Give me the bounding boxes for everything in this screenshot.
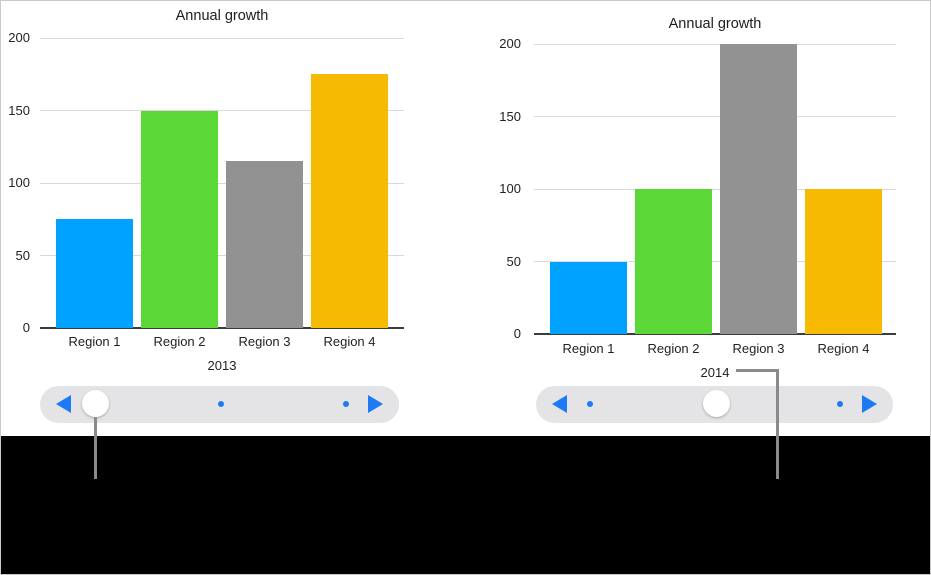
bar-region-1 bbox=[550, 261, 627, 334]
y-tick-label: 150 bbox=[8, 102, 30, 118]
gridline bbox=[534, 188, 896, 190]
y-tick-label: 100 bbox=[499, 181, 521, 196]
year-position-dot-icon bbox=[343, 401, 349, 407]
x-tick-label: Region 3 bbox=[732, 341, 785, 356]
bar-region-4 bbox=[805, 189, 882, 334]
bar-chart-2013: Annual growth Region 1 Region 2 Region 3 Re… bbox=[1, 1, 433, 383]
x-tick-label: Region 2 bbox=[647, 341, 700, 356]
x-tick-label: Region 4 bbox=[817, 341, 870, 356]
footer-black-band bbox=[1, 436, 930, 574]
year-label: 2013 bbox=[207, 358, 237, 373]
previous-year-arrow-icon[interactable] bbox=[552, 395, 567, 413]
gridline bbox=[534, 261, 896, 262]
bar-region-3 bbox=[720, 44, 797, 334]
y-tick-label: 0 bbox=[22, 320, 30, 335]
bar-region-2 bbox=[635, 189, 712, 334]
previous-year-arrow-icon[interactable] bbox=[56, 395, 71, 413]
x-tick-label: Region 2 bbox=[153, 334, 206, 349]
callout-line-right-vertical bbox=[776, 369, 779, 479]
x-axis-line bbox=[534, 333, 896, 335]
y-tick-label: 0 bbox=[513, 326, 521, 341]
gridline bbox=[534, 116, 896, 117]
year-scrubber-2014-knob[interactable] bbox=[702, 390, 730, 417]
y-tick-label: 50 bbox=[506, 253, 521, 269]
plot-area: Region 1 Region 2 Region 3 Region 4 bbox=[534, 43, 896, 356]
bar-region-2 bbox=[141, 110, 218, 328]
bar-region-4 bbox=[311, 74, 388, 328]
gridline bbox=[40, 110, 404, 111]
next-year-arrow-icon[interactable] bbox=[862, 395, 877, 413]
x-axis-line bbox=[40, 327, 404, 329]
gridline bbox=[40, 37, 404, 39]
plot-area: Region 1 Region 2 Region 3 Region 4 bbox=[40, 37, 404, 349]
bar-chart-2014: Annual growth Region 1 Region 2 Region 3 Re… bbox=[495, 1, 930, 383]
year-position-dot-icon bbox=[587, 401, 593, 407]
gridline bbox=[40, 255, 404, 256]
y-tick-label: 150 bbox=[499, 108, 521, 124]
bar-region-1 bbox=[56, 219, 133, 328]
year-position-dot-icon bbox=[218, 401, 224, 407]
y-tick-label: 50 bbox=[15, 247, 30, 263]
gridline bbox=[534, 43, 896, 45]
callout-line-right-horizontal bbox=[736, 369, 779, 372]
y-tick-label: 200 bbox=[499, 36, 521, 51]
x-tick-label: Region 3 bbox=[238, 334, 291, 349]
year-position-dot-icon bbox=[837, 401, 843, 407]
y-tick-label: 200 bbox=[8, 30, 30, 45]
year-scrubber-2013-knob[interactable] bbox=[81, 390, 109, 417]
next-year-arrow-icon[interactable] bbox=[368, 395, 383, 413]
callout-line-left-vertical bbox=[94, 417, 97, 479]
y-tick-label: 100 bbox=[8, 175, 30, 190]
chart-title: Annual growth bbox=[175, 8, 269, 24]
x-tick-label: Region 1 bbox=[562, 341, 615, 356]
x-tick-label: Region 1 bbox=[68, 334, 121, 349]
bar-region-3 bbox=[226, 161, 303, 328]
year-label: 2014 bbox=[700, 365, 730, 380]
gridline bbox=[40, 182, 404, 184]
chart-title: Annual growth bbox=[668, 16, 762, 32]
x-tick-label: Region 4 bbox=[323, 334, 376, 349]
